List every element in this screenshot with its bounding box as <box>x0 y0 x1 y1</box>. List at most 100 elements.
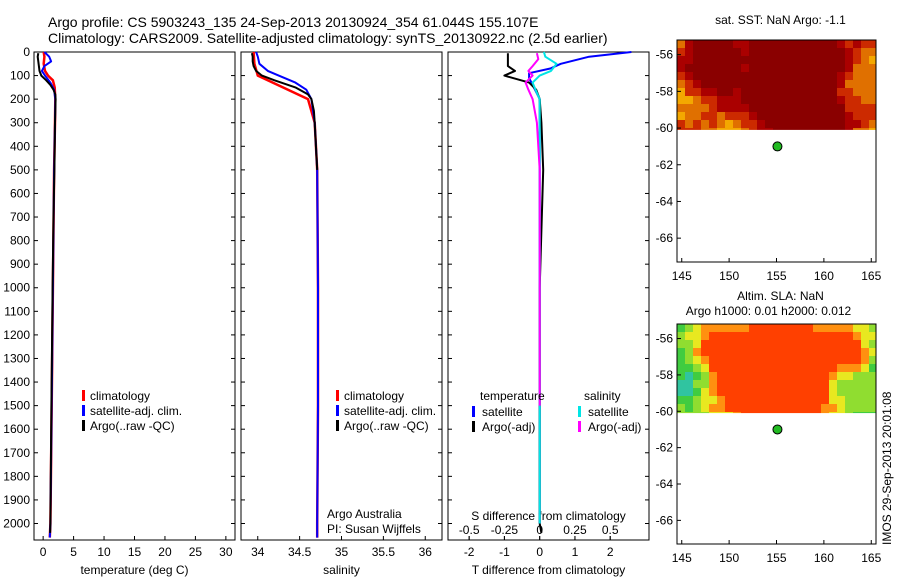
map-cell <box>821 104 829 112</box>
map-cell <box>717 96 725 104</box>
map-cell <box>709 412 717 414</box>
map-cell <box>861 40 869 48</box>
map-cell <box>869 340 876 348</box>
map-cell <box>685 388 693 396</box>
map-cell <box>837 348 845 356</box>
map-cell <box>693 388 701 396</box>
map-cell <box>813 340 821 348</box>
map-cell <box>797 64 805 72</box>
map-cell <box>781 324 789 332</box>
map-cell <box>829 128 837 130</box>
y-tick-label: 2000 <box>3 516 30 530</box>
map-cell <box>861 56 869 64</box>
map-cell <box>773 96 781 104</box>
map-cell <box>845 48 853 56</box>
map-cell <box>773 348 781 356</box>
map-cell <box>765 372 773 380</box>
y-tick-label: 1300 <box>3 351 30 365</box>
map-cell <box>725 364 733 372</box>
map-cell <box>685 372 693 380</box>
x2-tick-label: 0.5 <box>602 523 619 537</box>
map-cell <box>749 120 757 128</box>
map-cell <box>797 112 805 120</box>
map-cell <box>853 48 861 56</box>
map-cell <box>821 88 829 96</box>
map-cell <box>701 404 709 412</box>
map-cell <box>757 364 765 372</box>
map-cell <box>741 356 749 364</box>
map-cell <box>853 364 861 372</box>
map-cell <box>709 88 717 96</box>
map-cell <box>837 104 845 112</box>
map-cell <box>821 348 829 356</box>
map-cell <box>861 364 869 372</box>
map-cell <box>781 364 789 372</box>
map-cell <box>765 324 773 332</box>
map-cell <box>861 128 869 130</box>
map-cell <box>693 404 701 412</box>
legend-label: climatology <box>90 389 150 403</box>
x-tick-label: 34.5 <box>288 545 312 559</box>
map-cell <box>717 372 725 380</box>
map-cell <box>709 356 717 364</box>
map-cell <box>773 340 781 348</box>
map-cell <box>789 120 797 128</box>
map-cell <box>717 88 725 96</box>
legend-label: satellite <box>588 405 629 419</box>
map-cell <box>741 372 749 380</box>
map-cell <box>693 380 701 388</box>
map-cell <box>837 120 845 128</box>
map-cell <box>837 396 845 404</box>
map-cell <box>717 348 725 356</box>
map-cell <box>733 324 741 332</box>
map-cell <box>677 104 685 112</box>
map-cell <box>821 356 829 364</box>
map-cell <box>773 72 781 80</box>
map-cell <box>861 412 869 414</box>
map-cell <box>733 56 741 64</box>
map-cell <box>685 364 693 372</box>
map-cell <box>805 88 813 96</box>
map-cell <box>717 56 725 64</box>
legend-label: Argo(-adj) <box>482 420 535 434</box>
map-cell <box>749 348 757 356</box>
map-cell <box>781 48 789 56</box>
map-cell <box>741 88 749 96</box>
map-cell <box>773 404 781 412</box>
map-cell <box>693 72 701 80</box>
map-cell <box>829 396 837 404</box>
map-cell <box>749 128 757 130</box>
map-cell <box>773 40 781 48</box>
map-cell <box>813 104 821 112</box>
map-cell <box>797 324 805 332</box>
map-cell <box>693 112 701 120</box>
map-cell <box>861 404 869 412</box>
map-cell <box>805 120 813 128</box>
map-cell <box>773 112 781 120</box>
map-cell <box>725 396 733 404</box>
map-cell <box>781 128 789 130</box>
legend-header-temperature: temperature <box>480 389 545 403</box>
map-cell <box>749 396 757 404</box>
map-cell <box>725 372 733 380</box>
map-cell <box>829 48 837 56</box>
map-cell <box>821 64 829 72</box>
map-cell <box>701 56 709 64</box>
map-cell <box>869 56 876 64</box>
legend-swatch <box>82 420 85 431</box>
map-cell <box>861 388 869 396</box>
map-cell <box>829 96 837 104</box>
map-cell <box>757 340 765 348</box>
map-cell <box>861 396 869 404</box>
map-cell <box>725 412 733 414</box>
map-cell <box>709 364 717 372</box>
map-cell <box>805 364 813 372</box>
map-cell <box>869 348 876 356</box>
map-cell <box>741 396 749 404</box>
map-cell <box>845 372 853 380</box>
map-cell <box>765 64 773 72</box>
map-cell <box>781 388 789 396</box>
map-cell <box>677 380 685 388</box>
map-cell <box>701 388 709 396</box>
map-cell <box>869 372 876 380</box>
